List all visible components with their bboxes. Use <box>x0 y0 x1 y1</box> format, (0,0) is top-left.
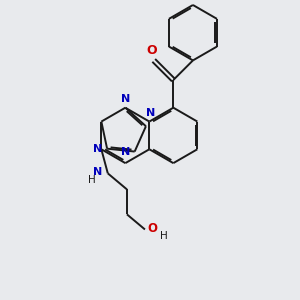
Text: O: O <box>146 44 157 58</box>
Text: N: N <box>121 94 130 104</box>
Text: N: N <box>93 167 102 177</box>
Text: H: H <box>160 231 168 241</box>
Text: N: N <box>146 108 155 118</box>
Text: O: O <box>147 221 157 235</box>
Text: N: N <box>121 147 130 157</box>
Text: H: H <box>88 175 95 185</box>
Text: N: N <box>94 144 103 154</box>
